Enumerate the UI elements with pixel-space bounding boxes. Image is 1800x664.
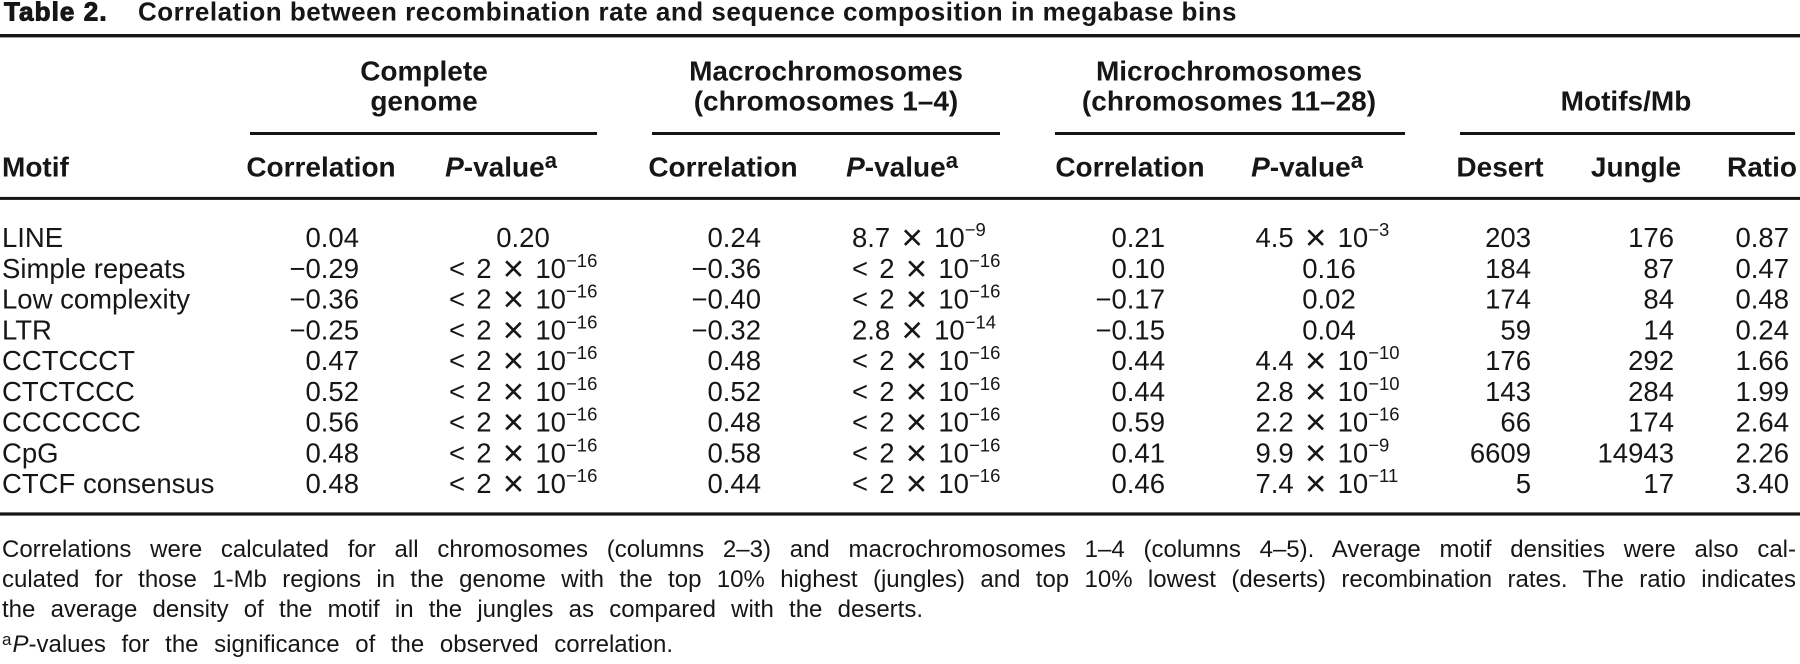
svg-text:< 2 × 10−16: < 2 × 10−16	[852, 402, 1000, 443]
svg-text:0.59: 0.59	[1111, 407, 1165, 438]
svg-text:Complete: Complete	[360, 56, 488, 87]
svg-text:5: 5	[1516, 468, 1531, 499]
svg-text:−0.29: −0.29	[289, 253, 359, 284]
svg-text:59: 59	[1500, 314, 1531, 345]
svg-text:Correlation between recombinat: Correlation between recombination rate a…	[138, 0, 1237, 27]
svg-text:Correlation: Correlation	[648, 152, 797, 183]
svg-text:Motif: Motif	[2, 152, 70, 183]
svg-text:< 2 × 10−16: < 2 × 10−16	[449, 279, 597, 320]
svg-text:2.64: 2.64	[1735, 407, 1789, 438]
svg-text:0.48: 0.48	[1735, 284, 1789, 315]
svg-text:CTCF consensus: CTCF consensus	[2, 468, 214, 499]
svg-text:0.04: 0.04	[305, 222, 359, 253]
svg-text:Correlation: Correlation	[246, 152, 395, 183]
svg-text:P-valuea: P-valuea	[846, 148, 959, 183]
svg-text:143: 143	[1485, 376, 1531, 407]
svg-text:CTCTCCC: CTCTCCC	[2, 376, 135, 407]
svg-text:Ratio: Ratio	[1727, 152, 1797, 183]
svg-text:0.04: 0.04	[1302, 314, 1356, 345]
svg-text:0.52: 0.52	[707, 376, 761, 407]
svg-text:0.47: 0.47	[305, 345, 359, 376]
svg-text:Jungle: Jungle	[1591, 152, 1681, 183]
svg-text:203: 203	[1485, 222, 1531, 253]
svg-text:(chromosomes 11–28): (chromosomes 11–28)	[1082, 86, 1376, 117]
svg-text:P-valuea: P-valuea	[1251, 148, 1364, 183]
svg-text:0.44: 0.44	[707, 468, 761, 499]
svg-text:0.58: 0.58	[707, 437, 761, 468]
svg-text:6609: 6609	[1470, 437, 1531, 468]
svg-text:0.46: 0.46	[1111, 468, 1165, 499]
svg-text:176: 176	[1485, 345, 1531, 376]
svg-text:−0.17: −0.17	[1095, 284, 1165, 315]
svg-text:0.48: 0.48	[305, 468, 359, 499]
svg-text:14943: 14943	[1598, 437, 1674, 468]
svg-text:genome: genome	[370, 86, 477, 117]
svg-text:176: 176	[1628, 222, 1674, 253]
svg-text:0.48: 0.48	[707, 407, 761, 438]
svg-text:0.44: 0.44	[1111, 376, 1165, 407]
svg-text:0.21: 0.21	[1111, 222, 1165, 253]
svg-text:−0.25: −0.25	[289, 314, 359, 345]
svg-text:0.20: 0.20	[496, 222, 550, 253]
svg-text:(chromosomes 1–4): (chromosomes 1–4)	[694, 86, 959, 117]
svg-text:3.40: 3.40	[1735, 468, 1789, 499]
svg-text:−0.40: −0.40	[691, 284, 761, 315]
svg-text:14: 14	[1643, 314, 1674, 345]
svg-text:2.8 × 10−14: 2.8 × 10−14	[852, 309, 996, 350]
svg-text:0.48: 0.48	[707, 345, 761, 376]
svg-text:4.5 × 10−3: 4.5 × 10−3	[1256, 217, 1390, 258]
svg-text:0.47: 0.47	[1735, 253, 1789, 284]
svg-text:−0.15: −0.15	[1095, 314, 1165, 345]
svg-text:0.10: 0.10	[1111, 253, 1165, 284]
svg-text:17: 17	[1643, 468, 1674, 499]
svg-text:Microchromosomes: Microchromosomes	[1096, 56, 1362, 87]
svg-text:Table 2.: Table 2.	[4, 0, 108, 27]
svg-text:0.02: 0.02	[1302, 284, 1356, 315]
svg-text:CCTCCCT: CCTCCCT	[2, 345, 135, 376]
svg-text:174: 174	[1628, 407, 1674, 438]
svg-text:0.44: 0.44	[1111, 345, 1165, 376]
svg-text:Motifs/Mb: Motifs/Mb	[1561, 86, 1692, 117]
svg-text:0.48: 0.48	[305, 437, 359, 468]
svg-text:284: 284	[1628, 376, 1674, 407]
svg-text:P-valuea: P-valuea	[445, 148, 558, 183]
svg-text:1.99: 1.99	[1735, 376, 1789, 407]
svg-text:CpG: CpG	[2, 437, 59, 468]
svg-text:0.56: 0.56	[305, 407, 359, 438]
svg-text:0.16: 0.16	[1302, 253, 1356, 284]
svg-text:2.2 × 10−16: 2.2 × 10−16	[1256, 402, 1400, 443]
svg-text:87: 87	[1643, 253, 1674, 284]
svg-text:Low complexity: Low complexity	[2, 284, 190, 315]
svg-text:8.7 × 10−9: 8.7 × 10−9	[852, 217, 986, 258]
svg-text:< 2 × 10−16: < 2 × 10−16	[852, 463, 1000, 504]
svg-text:CCCCCCC: CCCCCCC	[2, 407, 141, 438]
svg-text:0.41: 0.41	[1111, 437, 1165, 468]
svg-text:174: 174	[1485, 284, 1531, 315]
svg-text:LTR: LTR	[2, 314, 52, 345]
svg-text:0.24: 0.24	[707, 222, 761, 253]
svg-text:Simple repeats: Simple repeats	[2, 253, 185, 284]
svg-text:84: 84	[1643, 284, 1674, 315]
svg-text:9.9 × 10−9: 9.9 × 10−9	[1256, 432, 1390, 473]
svg-text:0.87: 0.87	[1735, 222, 1789, 253]
svg-text:0.24: 0.24	[1735, 314, 1789, 345]
svg-text:LINE: LINE	[2, 222, 63, 253]
svg-text:−0.32: −0.32	[691, 314, 761, 345]
svg-text:Macrochromosomes: Macrochromosomes	[689, 56, 963, 87]
svg-text:66: 66	[1500, 407, 1531, 438]
svg-text:1.66: 1.66	[1735, 345, 1789, 376]
svg-text:Correlation: Correlation	[1055, 152, 1204, 183]
svg-text:184: 184	[1485, 253, 1531, 284]
svg-text:−0.36: −0.36	[289, 284, 359, 315]
svg-text:0.52: 0.52	[305, 376, 359, 407]
svg-text:Desert: Desert	[1456, 152, 1543, 183]
svg-text:2.26: 2.26	[1735, 437, 1789, 468]
svg-text:4.4 × 10−10: 4.4 × 10−10	[1256, 340, 1400, 381]
svg-text:292: 292	[1628, 345, 1674, 376]
svg-text:−0.36: −0.36	[691, 253, 761, 284]
